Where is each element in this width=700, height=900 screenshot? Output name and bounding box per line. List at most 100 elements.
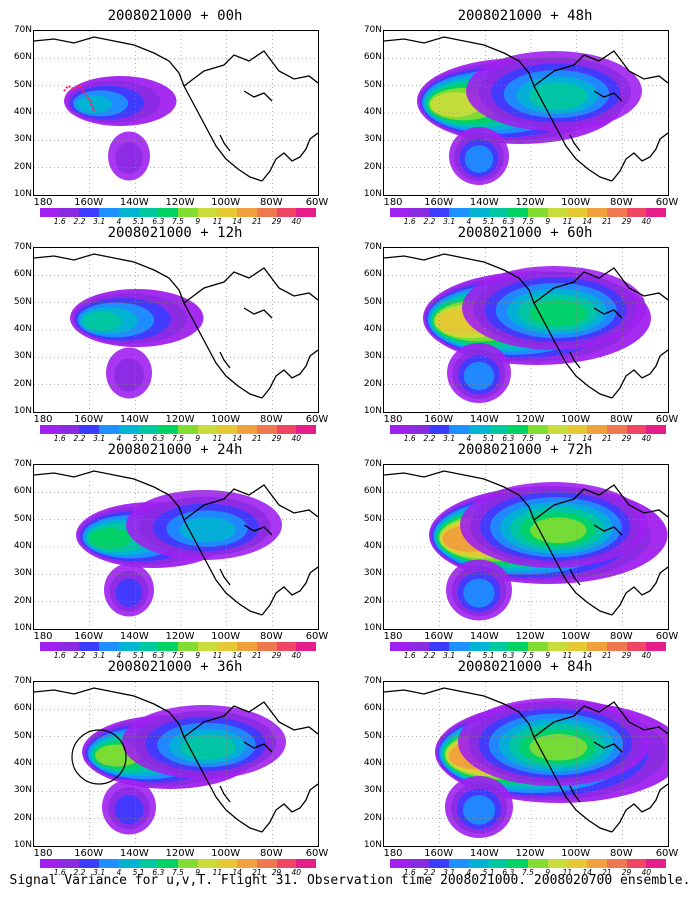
colorbar-swatch — [587, 208, 607, 217]
colorbar-swatch — [256, 642, 277, 651]
colorbar — [40, 208, 317, 217]
colorbar-label: 2.2 — [423, 434, 436, 443]
colorbar-swatch — [488, 208, 509, 217]
longitude-label: 60W — [655, 848, 679, 859]
colorbar-swatch — [79, 425, 100, 434]
colorbar — [40, 642, 317, 651]
colorbar-swatch — [118, 208, 139, 217]
colorbar — [390, 425, 667, 434]
latitude-label: 70N — [13, 25, 32, 35]
colorbar-label: 9 — [195, 868, 201, 877]
colorbar-swatch — [606, 859, 627, 868]
colorbar-swatch — [197, 859, 218, 868]
colorbar-swatch — [626, 425, 647, 434]
longitude-label: 100W — [561, 414, 591, 425]
colorbar-swatch — [158, 425, 179, 434]
colorbar-label: 1.6 — [53, 434, 66, 443]
colorbar-label: 3.1 — [93, 868, 106, 877]
longitude-label: 100W — [211, 414, 241, 425]
colorbar-swatch — [237, 208, 257, 217]
latitude-label: 50N — [13, 296, 32, 307]
colorbar-swatch — [508, 425, 529, 434]
colorbar-swatch — [99, 208, 119, 217]
colorbar-swatch — [138, 859, 159, 868]
colorbar-swatch — [468, 642, 489, 651]
colorbar-label: 11 — [212, 434, 223, 443]
map-panel: 2008021000 + 24h 70N 60N 50N 40N 30N 20N 10N 180… — [0, 442, 345, 660]
longitude-label: 80W — [610, 631, 633, 642]
colorbar-swatch — [468, 425, 489, 434]
latitude-label: 30N — [13, 351, 32, 362]
colorbar-label: 11 — [212, 868, 223, 877]
panel-title: 2008021000 + 72h — [457, 442, 593, 458]
colorbar-label: 4 — [466, 651, 472, 660]
latitude-label: 70N — [13, 242, 32, 252]
longitude-label: 120W — [165, 848, 195, 859]
colorbar-swatch — [237, 859, 257, 868]
longitude-label: 80W — [260, 631, 283, 642]
colorbar-swatch — [276, 642, 297, 651]
longitude-label: 180 — [33, 631, 53, 642]
longitude-label: 140W — [119, 414, 149, 425]
panel-title: 2008021000 + 12h — [107, 225, 243, 241]
longitude-label: 180 — [383, 197, 403, 208]
colorbar-label: 5.1 — [132, 651, 145, 660]
colorbar-swatch — [118, 859, 139, 868]
colorbar-label: 5.1 — [132, 868, 145, 877]
colorbar-label: 29 — [621, 217, 632, 226]
colorbar-label: 6.3 — [152, 868, 165, 877]
colorbar-swatch — [587, 859, 607, 868]
longitude-label: 160W — [424, 197, 454, 208]
colorbar-swatch — [429, 859, 450, 868]
colorbar-label: 6.3 — [502, 217, 515, 226]
colorbar-label: 6.3 — [502, 868, 515, 877]
colorbar-label: 11 — [212, 217, 223, 226]
colorbar-label: 4 — [116, 651, 122, 660]
colorbar-label: 4 — [466, 868, 472, 877]
longitude-label: 120W — [515, 848, 545, 859]
longitude-label: 60W — [305, 848, 329, 859]
latitude-label: 40N — [363, 541, 382, 551]
colorbar-label: 14 — [582, 868, 592, 877]
colorbar-swatch — [217, 642, 238, 651]
colorbar-label: 2.2 — [423, 868, 436, 877]
colorbar-label: 7.5 — [172, 217, 184, 226]
colorbar-label: 1.6 — [53, 651, 66, 660]
colorbar-label: 3.1 — [93, 217, 106, 226]
longitude-label: 60W — [305, 197, 329, 208]
latitude-label: 60N — [13, 52, 32, 63]
colorbar-swatch — [508, 642, 529, 651]
longitude-label: 120W — [515, 197, 545, 208]
colorbar-swatch — [158, 208, 179, 217]
colorbar-label: 7.5 — [172, 434, 184, 443]
colorbar-label: 2.2 — [423, 651, 436, 660]
longitude-label: 140W — [469, 848, 499, 859]
latitude-label: 60N — [363, 703, 382, 714]
latitude-label: 50N — [363, 79, 382, 90]
variance-map — [33, 247, 319, 413]
colorbar-label: 9 — [195, 434, 201, 443]
colorbar-swatch — [547, 859, 568, 868]
colorbar-swatch — [646, 208, 667, 217]
longitude-label: 100W — [211, 848, 241, 859]
colorbar-label: 29 — [271, 651, 282, 660]
colorbar-label: 3.1 — [443, 434, 456, 443]
longitude-label: 60W — [655, 631, 679, 642]
colorbar-label: 11 — [562, 868, 573, 877]
colorbar-swatch — [197, 425, 218, 434]
colorbar-swatch — [237, 425, 257, 434]
colorbar-swatch — [508, 859, 529, 868]
latitude-label: 20N — [363, 812, 382, 823]
colorbar-label: 9 — [195, 217, 201, 226]
colorbar-label: 14 — [232, 217, 242, 226]
colorbar-label: 7.5 — [522, 868, 534, 877]
colorbar-swatch — [256, 859, 277, 868]
colorbar-label: 5.1 — [482, 868, 495, 877]
colorbar-swatch — [626, 859, 647, 868]
latitude-label: 20N — [363, 378, 382, 389]
colorbar-swatch — [528, 425, 548, 434]
colorbar-label: 11 — [212, 651, 223, 660]
colorbar-swatch — [567, 208, 588, 217]
colorbar-label: 21 — [252, 651, 262, 660]
colorbar-label: 5.1 — [482, 651, 495, 660]
